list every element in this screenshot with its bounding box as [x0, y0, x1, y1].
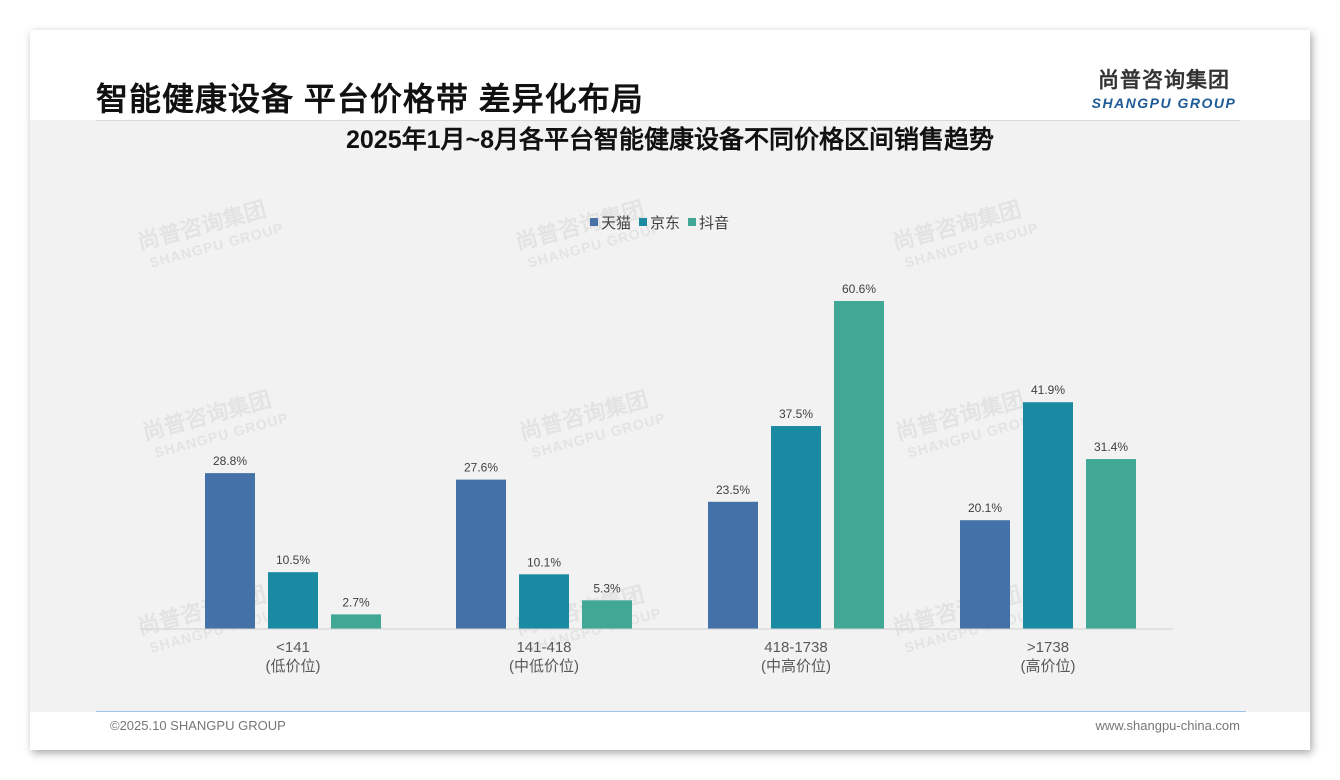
footer-band — [30, 712, 1310, 750]
category-label-1: 141-418 — [516, 639, 571, 656]
category-label-2: 418-1738 — [764, 639, 827, 656]
data-label-douyin-1: 5.3% — [593, 581, 621, 595]
bars-layer: 28.8% 27.6% 23.5% 20.1% 10.5% 10.1% 37.5% 41.9%… — [205, 282, 1136, 629]
bar-tmall-1 — [456, 479, 506, 629]
legend-swatch-jd — [639, 218, 648, 226]
slide: 智能健康设备 平台价格带 差异化布局 尚普咨询集团 SHANGPU GROUP — [30, 30, 1310, 750]
category-sublabel-3: (高价位) — [1021, 658, 1076, 675]
legend-item-tmall: 天猫 — [590, 212, 631, 233]
bar-jd-0 — [268, 572, 318, 629]
data-label-douyin-0: 2.7% — [342, 595, 370, 609]
data-label-tmall-0: 28.8% — [213, 454, 247, 468]
data-label-douyin-3: 31.4% — [1094, 440, 1128, 454]
legend-item-jd: 京东 — [639, 212, 680, 233]
data-label-jd-0: 10.5% — [276, 553, 310, 567]
data-label-tmall-1: 27.6% — [464, 461, 498, 475]
category-sublabel-2: (中高价位) — [761, 658, 831, 675]
bar-jd-2 — [771, 426, 821, 629]
bar-douyin-1 — [582, 600, 632, 629]
data-label-jd-2: 37.5% — [779, 407, 813, 421]
bar-jd-1 — [519, 574, 569, 629]
data-label-jd-3: 41.9% — [1031, 383, 1065, 397]
legend-label-jd: 京东 — [650, 214, 681, 232]
data-label-jd-1: 10.1% — [527, 555, 561, 569]
logo-chinese: 尚普咨询集团 — [1098, 69, 1230, 92]
logo-english: SHANGPU GROUP — [1091, 95, 1237, 111]
bar-tmall-3 — [960, 520, 1010, 629]
header-divider — [96, 120, 1240, 121]
category-label-3: >1738 — [1027, 639, 1069, 656]
legend-swatch-tmall — [590, 218, 598, 226]
data-label-tmall-3: 20.1% — [968, 501, 1002, 515]
legend-label-douyin: 抖音 — [699, 214, 730, 232]
footer-divider — [96, 711, 1246, 712]
page-title: 智能健康设备 平台价格带 差异化布局 — [96, 81, 644, 117]
bar-douyin-2 — [834, 301, 884, 629]
bar-tmall-2 — [708, 501, 758, 629]
copyright-text: ©2025.10 SHANGPU GROUP — [110, 718, 286, 733]
company-logo: 尚普咨询集团 SHANGPU GROUP — [1089, 64, 1239, 111]
data-label-douyin-2: 60.6% — [842, 282, 876, 296]
category-label-0: <141 — [276, 639, 310, 656]
legend-swatch-douyin — [688, 218, 697, 226]
legend-item-douyin: 抖音 — [688, 212, 729, 233]
category-labels: <141 (低价位) 141-418 (中低价位) 418-1738 (中高价位) >173… — [266, 639, 1076, 675]
legend-label-tmall: 天猫 — [601, 214, 632, 232]
chart-title: 2025年1月~8月各平台智能健康设备不同价格区间销售趋势 — [345, 126, 995, 154]
category-sublabel-1: (中低价位) — [509, 658, 579, 675]
bar-jd-3 — [1023, 402, 1073, 629]
data-label-tmall-2: 23.5% — [716, 483, 750, 497]
chart-legend: 天猫 京东 抖音 — [590, 212, 737, 232]
category-sublabel-0: (低价位) — [266, 658, 321, 675]
bar-douyin-3 — [1086, 459, 1136, 629]
bar-tmall-0 — [205, 473, 255, 629]
header-band — [30, 30, 1310, 120]
website-text: www.shangpu-china.com — [1095, 718, 1240, 733]
bar-douyin-0 — [331, 614, 381, 629]
